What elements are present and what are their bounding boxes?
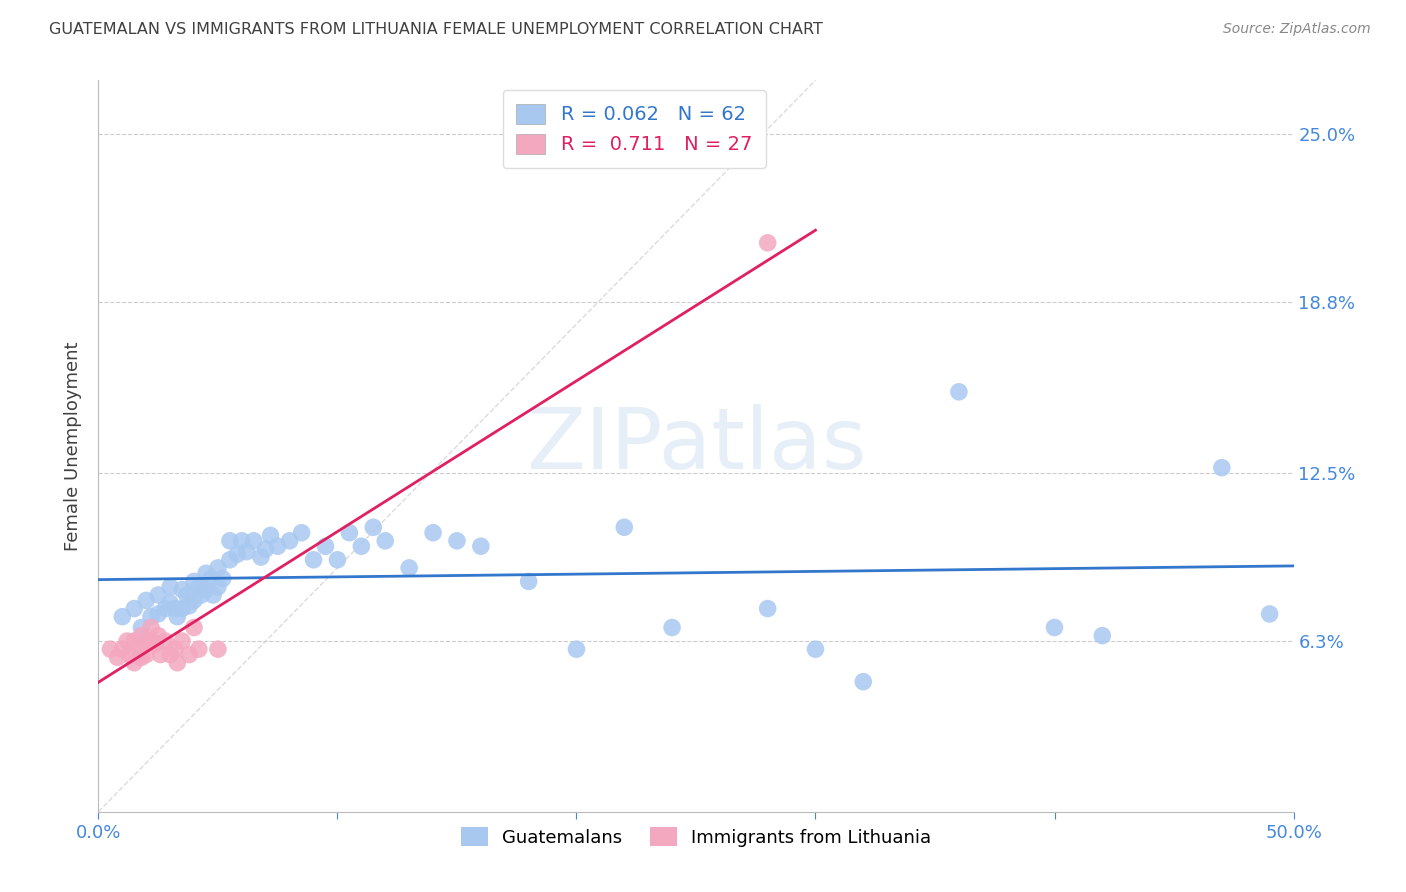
Point	[183, 620, 205, 634]
Point	[207, 561, 229, 575]
Point	[159, 648, 181, 662]
Text: Source: ZipAtlas.com: Source: ZipAtlas.com	[1223, 22, 1371, 37]
Point	[131, 620, 153, 634]
Point	[302, 553, 325, 567]
Point	[254, 541, 277, 556]
Point	[172, 634, 194, 648]
Point	[948, 384, 970, 399]
Point	[565, 642, 588, 657]
Point	[166, 609, 188, 624]
Point	[187, 580, 209, 594]
Point	[155, 601, 177, 615]
Point	[163, 601, 186, 615]
Point	[422, 525, 444, 540]
Point	[756, 235, 779, 250]
Point	[128, 642, 150, 657]
Point	[179, 648, 201, 662]
Point	[200, 572, 222, 586]
Point	[250, 550, 273, 565]
Point	[190, 588, 212, 602]
Point	[243, 533, 266, 548]
Point	[235, 544, 257, 558]
Point	[135, 648, 157, 662]
Point	[107, 650, 129, 665]
Point	[124, 601, 146, 615]
Point	[135, 634, 157, 648]
Point	[118, 648, 141, 662]
Point	[115, 634, 138, 648]
Point	[350, 539, 373, 553]
Text: GUATEMALAN VS IMMIGRANTS FROM LITHUANIA FEMALE UNEMPLOYMENT CORRELATION CHART: GUATEMALAN VS IMMIGRANTS FROM LITHUANIA …	[49, 22, 823, 37]
Point	[219, 533, 242, 548]
Point	[159, 596, 181, 610]
Point	[207, 642, 229, 657]
Point	[1091, 629, 1114, 643]
Point	[98, 642, 122, 657]
Point	[179, 599, 201, 613]
Point	[202, 588, 225, 602]
Point	[183, 593, 205, 607]
Text: ZIPatlas: ZIPatlas	[526, 404, 866, 488]
Point	[756, 601, 779, 615]
Point	[166, 656, 188, 670]
Point	[1211, 460, 1233, 475]
Point	[278, 533, 301, 548]
Point	[339, 525, 361, 540]
Point	[111, 609, 134, 624]
Point	[124, 656, 146, 670]
Point	[155, 634, 177, 648]
Point	[131, 629, 153, 643]
Point	[176, 588, 198, 602]
Point	[231, 533, 253, 548]
Point	[315, 539, 337, 553]
Point	[267, 539, 290, 553]
Point	[363, 520, 385, 534]
Point	[131, 650, 153, 665]
Point	[1043, 620, 1066, 634]
Point	[148, 629, 170, 643]
Point	[219, 553, 242, 567]
Point	[145, 637, 167, 651]
Point	[163, 642, 186, 657]
Point	[111, 642, 134, 657]
Point	[148, 588, 170, 602]
Point	[211, 572, 233, 586]
Point	[291, 525, 314, 540]
Point	[517, 574, 540, 589]
Point	[183, 574, 205, 589]
Point	[172, 582, 194, 597]
Point	[661, 620, 683, 634]
Point	[159, 580, 181, 594]
Point	[172, 601, 194, 615]
Point	[148, 607, 170, 621]
Point	[259, 528, 281, 542]
Point	[446, 533, 468, 548]
Point	[195, 566, 218, 581]
Point	[139, 620, 162, 634]
Point	[124, 634, 146, 648]
Point	[226, 547, 249, 561]
Point	[139, 609, 162, 624]
Point	[804, 642, 827, 657]
Point	[187, 642, 209, 657]
Point	[470, 539, 492, 553]
Point	[398, 561, 420, 575]
Legend: Guatemalans, Immigrants from Lithuania: Guatemalans, Immigrants from Lithuania	[454, 820, 938, 854]
Y-axis label: Female Unemployment: Female Unemployment	[65, 342, 83, 550]
Point	[1258, 607, 1281, 621]
Point	[135, 593, 157, 607]
Point	[149, 648, 172, 662]
Point	[852, 674, 875, 689]
Point	[374, 533, 396, 548]
Point	[326, 553, 349, 567]
Point	[139, 634, 162, 648]
Point	[613, 520, 636, 534]
Point	[195, 582, 218, 597]
Point	[207, 580, 229, 594]
